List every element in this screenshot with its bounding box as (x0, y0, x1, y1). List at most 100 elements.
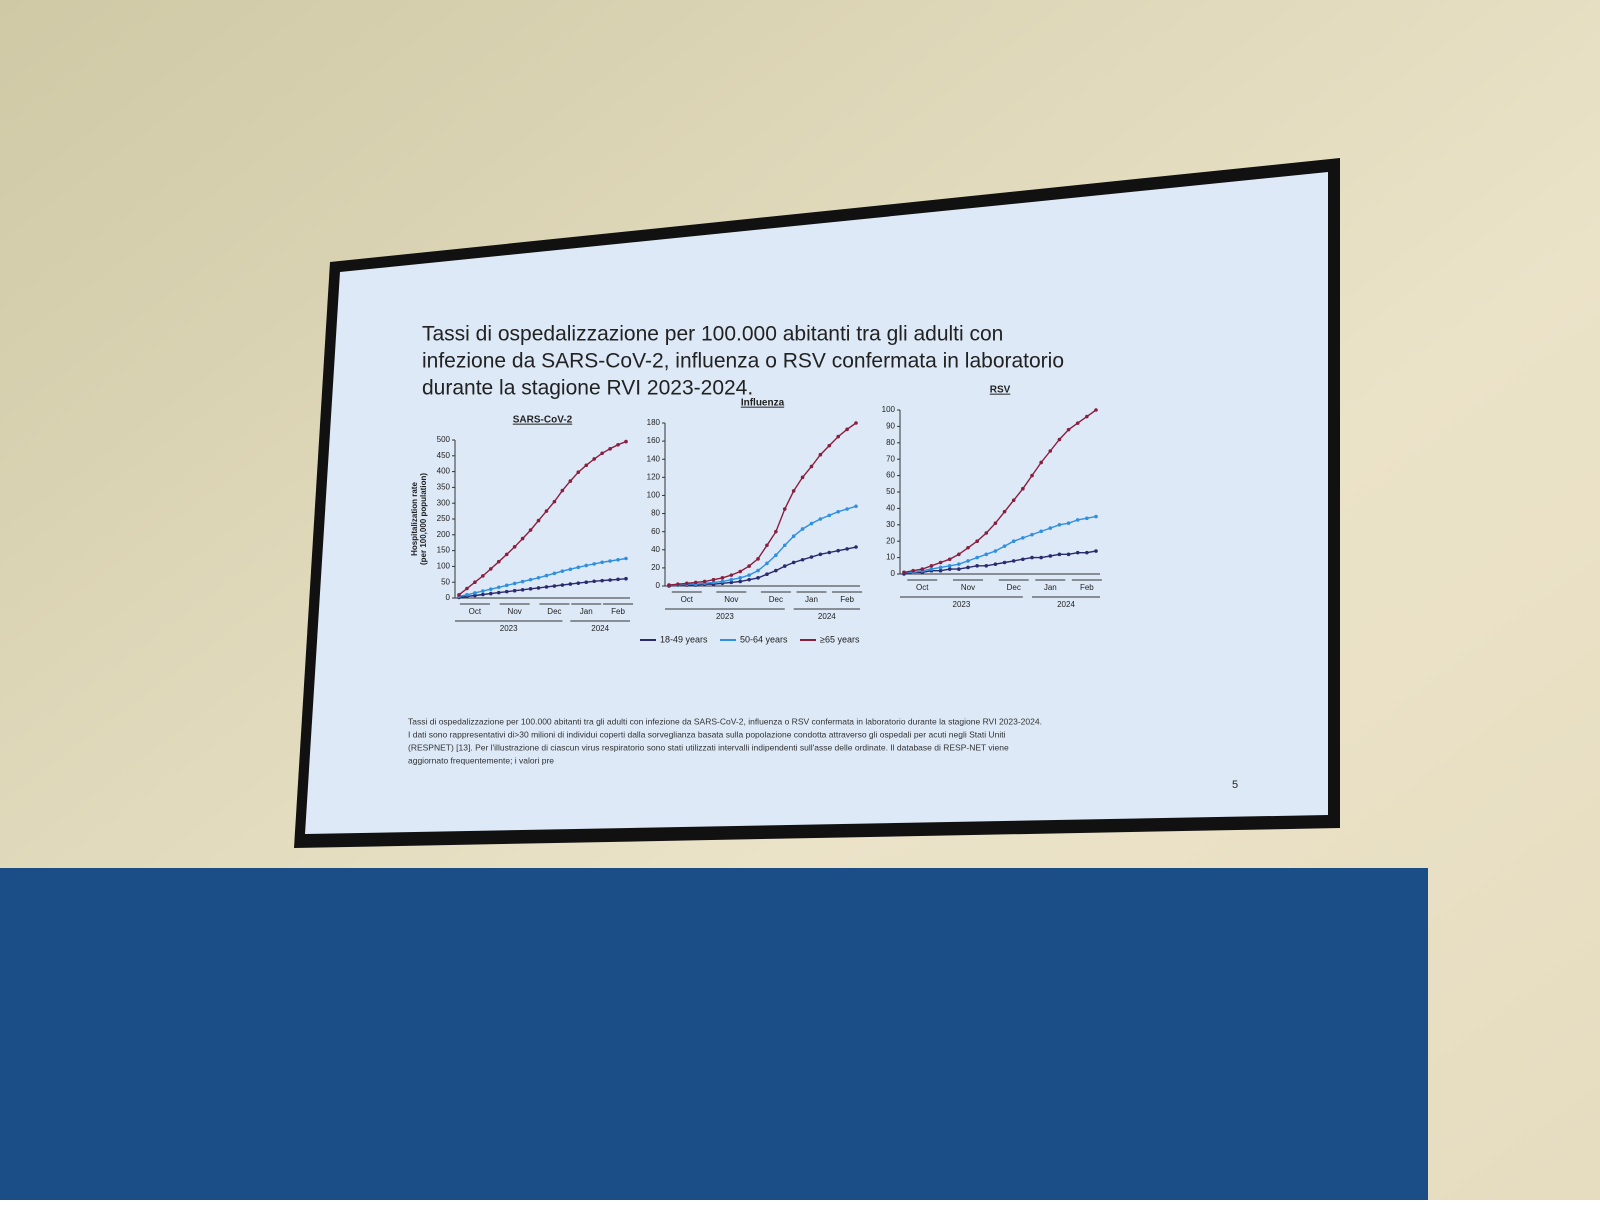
data-point (560, 488, 565, 493)
caption-line: (RESPNET) [13]. Per l'illustrazione di c… (408, 742, 1009, 752)
y-tick-label: 40 (651, 545, 660, 554)
data-point (528, 528, 533, 532)
series-line (669, 505, 857, 586)
data-point (1094, 549, 1098, 553)
page-number: 5 (1232, 779, 1238, 791)
data-point (1030, 555, 1034, 560)
data-point (624, 556, 628, 561)
data-point (1030, 473, 1034, 478)
y-tick-label: 0 (446, 593, 451, 602)
data-point (845, 427, 849, 432)
data-point (1002, 544, 1007, 548)
data-point (576, 581, 581, 585)
data-point (1057, 552, 1062, 557)
data-point (975, 555, 979, 560)
data-point (489, 591, 493, 596)
data-point (947, 557, 952, 562)
title-line: durante la stagione RVI 2023-2024. (422, 377, 753, 400)
data-point (774, 529, 778, 534)
data-point (520, 579, 525, 584)
data-point (957, 552, 961, 557)
y-tick-label: 160 (647, 436, 661, 445)
data-point (600, 560, 604, 565)
chart-title: Influenza (741, 398, 785, 409)
series-line (458, 440, 627, 596)
y-tick-label: 40 (886, 504, 895, 513)
y-tick-label: 300 (437, 498, 451, 507)
data-point (774, 568, 778, 573)
data-point (938, 568, 943, 573)
data-point (616, 557, 620, 562)
data-point (1085, 414, 1089, 419)
data-point (957, 562, 961, 566)
data-point (720, 576, 725, 580)
y-axis-label: (per 100,000 population) (419, 473, 428, 565)
data-point (584, 463, 589, 468)
data-point (765, 543, 769, 548)
data-point (576, 470, 581, 475)
data-point (711, 577, 716, 582)
data-point (504, 552, 509, 557)
data-point (1030, 532, 1034, 537)
x-tick-label: Feb (611, 607, 625, 616)
data-point (993, 521, 998, 525)
series-line (904, 515, 1097, 574)
year-label: 2023 (716, 612, 734, 621)
data-point (1066, 521, 1071, 525)
caption-line: aggiornato frequentemente; i valori pre (408, 755, 554, 765)
data-point (616, 577, 620, 582)
data-point (818, 552, 823, 557)
data-point (756, 557, 760, 561)
y-tick-label: 20 (651, 563, 660, 572)
data-point (791, 489, 796, 493)
data-point (809, 555, 814, 559)
data-point (1085, 516, 1089, 521)
data-point (827, 443, 832, 448)
series-line (668, 422, 857, 586)
data-point (1039, 460, 1043, 465)
data-point (560, 583, 565, 587)
data-point (845, 547, 849, 551)
data-point (836, 548, 840, 553)
data-point (747, 564, 751, 568)
x-tick-label: Jan (580, 607, 593, 616)
title-line: infezione da SARS-CoV-2, influenza o RSV… (422, 350, 1064, 373)
x-tick-label: Dec (547, 607, 561, 616)
slide: Tassi di ospedalizzazione per 100.000 ab… (408, 323, 1238, 791)
y-axis-label: Hospitalization rate (410, 482, 419, 556)
data-point (800, 527, 805, 531)
data-point (957, 567, 961, 571)
data-point (473, 591, 477, 595)
data-point (512, 588, 517, 593)
y-tick-label: 0 (891, 569, 896, 578)
y-tick-label: 450 (437, 451, 451, 460)
data-point (738, 579, 743, 584)
data-point (536, 518, 541, 523)
data-point (747, 577, 751, 582)
data-point (481, 589, 485, 593)
data-point (984, 531, 989, 535)
data-point (624, 439, 628, 444)
data-point (975, 564, 979, 568)
data-point (818, 517, 823, 521)
data-point (827, 513, 832, 518)
x-tick-label: Dec (769, 595, 783, 604)
data-point (576, 565, 581, 570)
data-point (528, 577, 533, 582)
data-point (568, 582, 573, 586)
year-label: 2024 (818, 612, 836, 621)
data-point (1057, 437, 1062, 442)
y-tick-label: 120 (647, 472, 661, 481)
data-point (685, 581, 689, 586)
caption-line: I dati sono rappresentativi di>30 milion… (408, 729, 1006, 739)
y-tick-label: 80 (886, 438, 895, 447)
data-point (489, 587, 493, 591)
data-point (765, 572, 769, 577)
data-point (854, 421, 858, 425)
data-point (473, 593, 477, 598)
y-tick-label: 70 (886, 454, 895, 463)
data-point (608, 559, 612, 563)
year-label: 2023 (953, 600, 971, 609)
data-point (702, 579, 707, 584)
data-point (608, 447, 612, 451)
